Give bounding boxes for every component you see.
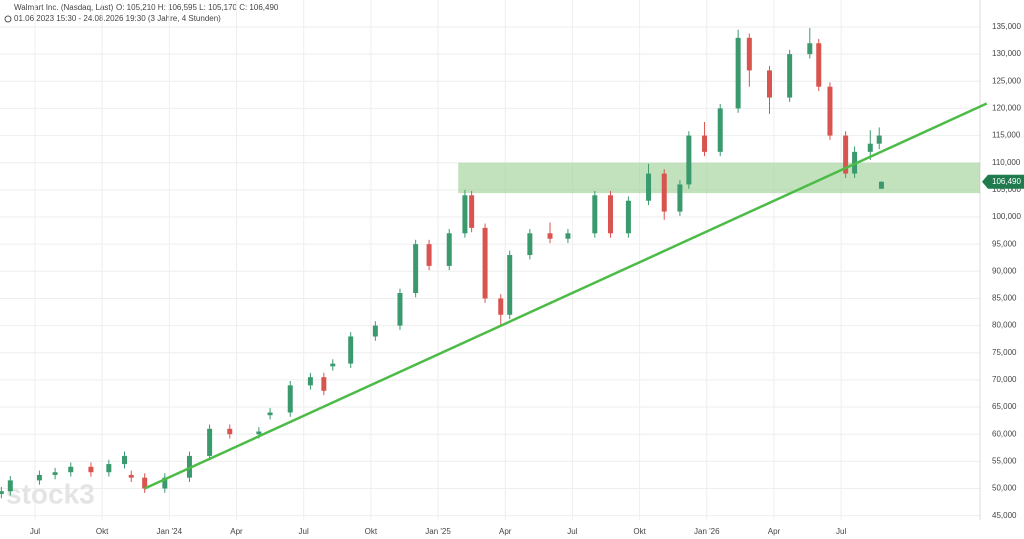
candle-body (498, 298, 504, 315)
y-tick-label: 125,000 (992, 76, 1021, 85)
candle-body (843, 135, 849, 174)
y-tick-label: 105,000 (992, 185, 1021, 194)
y-tick-label: 120,000 (992, 104, 1021, 113)
candle-body (702, 135, 708, 152)
candle-body (787, 54, 793, 98)
candle-body (462, 195, 468, 234)
candle-body (287, 385, 293, 413)
candle-body (128, 474, 134, 478)
x-tick-label: Okt (633, 527, 646, 536)
candle-body (7, 480, 13, 492)
y-tick-label: 130,000 (992, 49, 1021, 58)
y-tick-label: 85,000 (992, 294, 1017, 303)
candle-body (827, 86, 833, 136)
candle-body (592, 195, 598, 234)
candle-body (36, 474, 42, 481)
candle-body (878, 181, 884, 189)
candle-body (348, 336, 354, 364)
x-tick-label: Jul (299, 527, 309, 536)
candle-body (372, 325, 378, 337)
y-tick-label: 60,000 (992, 429, 1017, 438)
candle-body (227, 428, 233, 435)
candle-body (735, 37, 741, 109)
y-tick-label: 65,000 (992, 402, 1017, 411)
candle-body (207, 428, 213, 456)
x-tick-label: Jul (836, 527, 846, 536)
candle-body (527, 233, 533, 256)
candle-body (547, 233, 553, 239)
chart-title: Walmart Inc. (Nasdaq, Last) (14, 3, 114, 12)
trendline (144, 102, 988, 490)
candle-body (330, 363, 336, 367)
candle-body (482, 227, 488, 299)
x-tick-label: Okt (365, 527, 378, 536)
candle-body (766, 70, 772, 98)
candle-body (446, 233, 452, 266)
y-tick-label: 70,000 (992, 375, 1017, 384)
candle-body (68, 466, 74, 473)
y-tick-label: 50,000 (992, 484, 1017, 493)
candle-body (426, 244, 432, 266)
header-quote: O: 105,210 H: 106,595 L: 105,170 C: 106,… (116, 3, 279, 12)
candle-body (469, 195, 475, 228)
candle-body (106, 464, 112, 473)
x-tick-label: Okt (96, 527, 109, 536)
candle-body (607, 195, 613, 234)
candle-body (717, 108, 723, 152)
x-tick-label: Apr (768, 527, 781, 536)
candle-body (321, 377, 327, 391)
candle-body (122, 455, 128, 465)
candle-body (646, 173, 652, 201)
candle-body (267, 412, 273, 416)
candle-body (307, 377, 313, 386)
candle-body (625, 200, 631, 234)
y-tick-label: 80,000 (992, 321, 1017, 330)
candle-body (162, 477, 168, 489)
candle-body (142, 477, 148, 489)
candle-body (746, 37, 752, 71)
y-tick-label: 90,000 (992, 266, 1017, 275)
subtitle: 01.06.2023 15:30 - 24.08.2026 19:30 (3 J… (14, 14, 221, 23)
x-tick-label: Jan '24 (157, 527, 183, 536)
y-tick-label: 115,000 (992, 131, 1021, 140)
zone (458, 162, 980, 194)
y-tick-label: 95,000 (992, 239, 1017, 248)
y-tick-label: 55,000 (992, 456, 1017, 465)
y-tick-label: 100,000 (992, 212, 1021, 221)
x-tick-label: Apr (499, 527, 512, 536)
candle-body (867, 143, 873, 152)
y-tick-label: 110,000 (992, 158, 1021, 167)
y-tick-label: 135,000 (992, 22, 1021, 31)
price-badge-label: 106,490 (992, 177, 1021, 186)
x-tick-label: Jul (30, 527, 40, 536)
x-tick-label: Apr (230, 527, 243, 536)
candle-body (661, 173, 667, 212)
candle-body (677, 184, 683, 212)
price-badge (982, 174, 1024, 189)
candle-body (507, 255, 513, 315)
y-tick-label: 45,000 (992, 511, 1017, 520)
candle-body (413, 244, 419, 294)
watermark: stock3 (6, 478, 95, 509)
candle-body (0, 491, 4, 494)
y-tick-label: 75,000 (992, 348, 1017, 357)
candle-body (52, 472, 58, 475)
x-tick-label: Jul (567, 527, 577, 536)
candle-body (256, 431, 262, 435)
candle-body (397, 293, 403, 326)
candle-body (807, 43, 813, 55)
grid-group (0, 0, 980, 520)
candle-body (565, 233, 571, 239)
candle-body (686, 135, 692, 185)
candle-body (876, 135, 882, 144)
candle-body (88, 466, 94, 473)
candle-body (816, 43, 822, 87)
x-tick-label: Jan '26 (694, 527, 720, 536)
x-tick-label: Jan '25 (425, 527, 451, 536)
clock-icon (4, 15, 12, 23)
